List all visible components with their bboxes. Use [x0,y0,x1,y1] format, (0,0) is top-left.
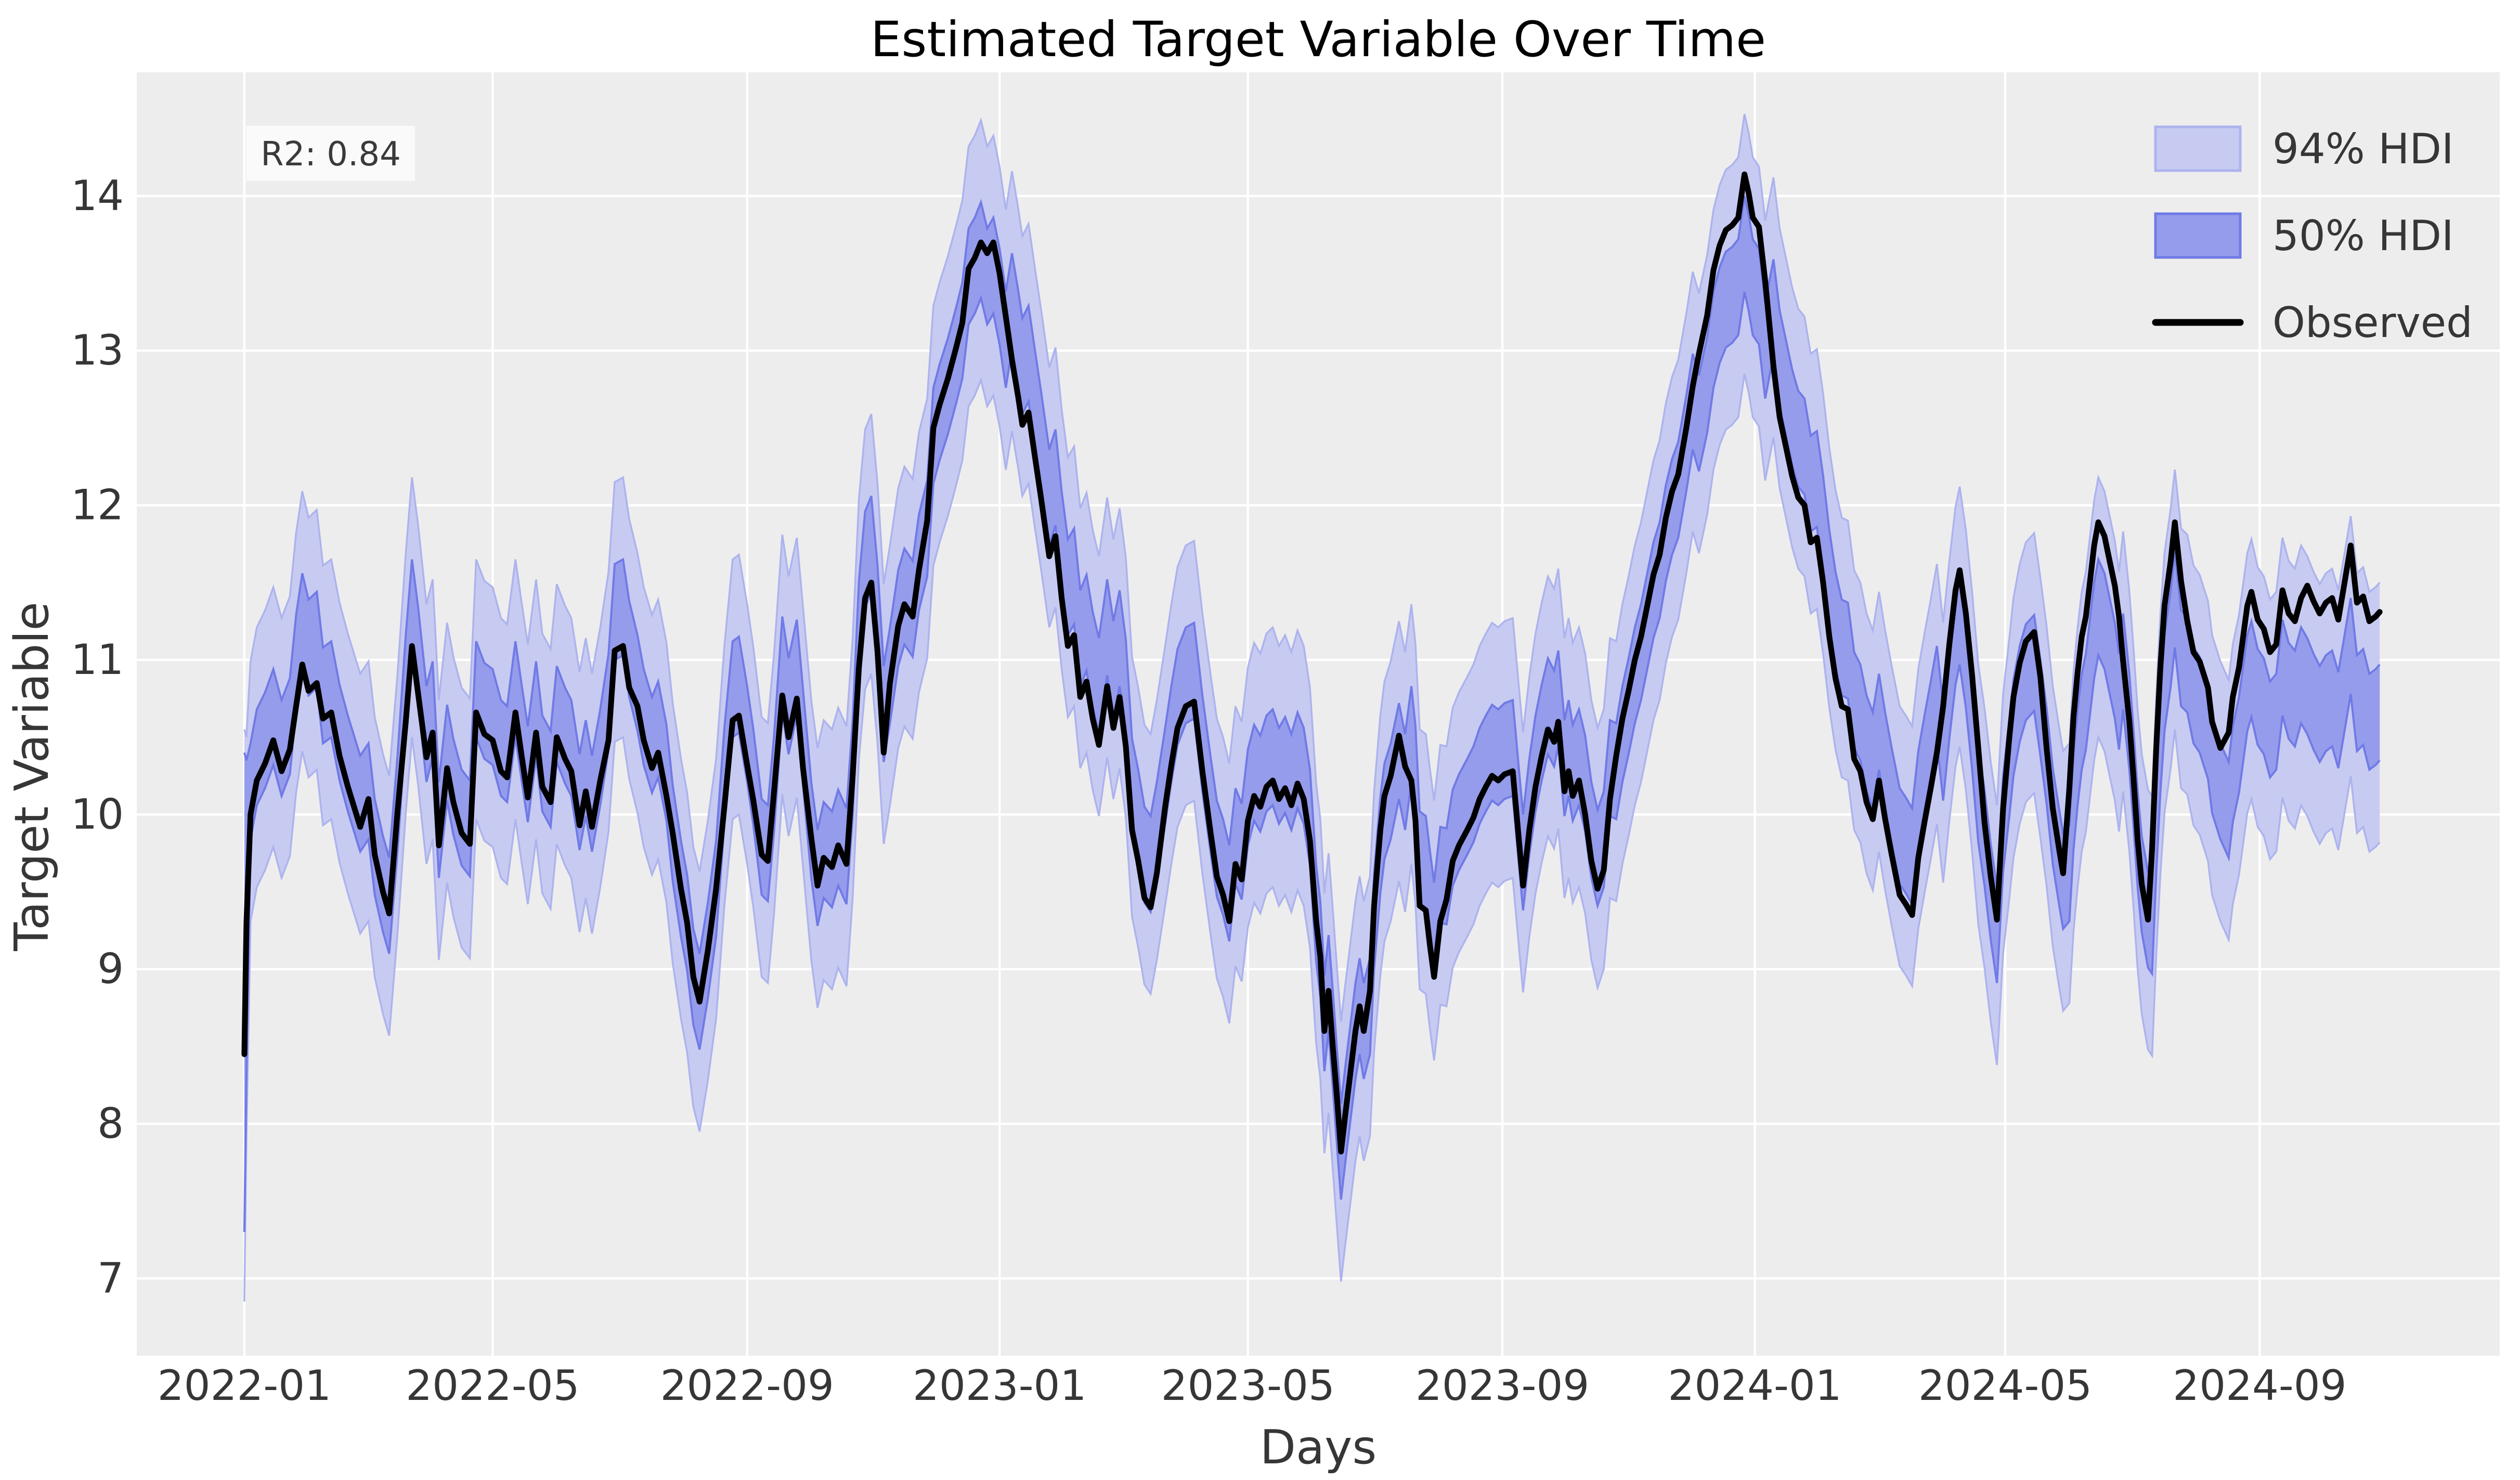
x-tick-label: 2024-01 [1668,1361,1841,1410]
legend-swatch-50-hdi [2154,212,2242,259]
x-axis-label: Days [1260,1420,1377,1475]
legend-label-94-hdi: 94% HDI [2272,125,2454,173]
x-tick-label: 2022-05 [406,1361,579,1410]
legend-label-50-hdi: 50% HDI [2272,212,2454,260]
observed-line [241,171,2383,1154]
y-tick-label: 8 [97,1099,124,1148]
legend: 94% HDI 50% HDI Observed [2152,125,2473,347]
x-tick-label: 2023-01 [913,1361,1086,1410]
x-tick-label: 2024-05 [1918,1361,2092,1410]
y-tick-label: 13 [71,326,124,374]
x-tick-label: 2023-05 [1161,1361,1335,1410]
legend-swatch-94-hdi [2154,125,2242,172]
x-tick-label: 2023-09 [1415,1361,1589,1410]
x-tick-label: 2022-09 [660,1361,834,1410]
y-tick-label: 11 [71,635,124,684]
y-axis-label: Target Variable [5,602,59,951]
y-tick-label: 12 [71,481,124,529]
y-tick-label: 14 [71,172,124,220]
x-tick-label: 2024-09 [2173,1361,2346,1410]
y-tick-label: 9 [97,945,124,993]
r2-annotation-box [246,126,415,181]
chart-title: Estimated Target Variable Over Time [871,11,1766,68]
y-tick-label: 10 [71,790,124,838]
legend-label-observed: Observed [2272,298,2473,347]
r2-annotation-text: R2: 0.84 [261,135,401,174]
y-tick-label: 7 [97,1254,124,1302]
hdi50-edge-lower [243,291,2381,1232]
x-tick-label: 2022-01 [158,1361,331,1410]
hdi94-edge-lower [243,373,2381,1302]
